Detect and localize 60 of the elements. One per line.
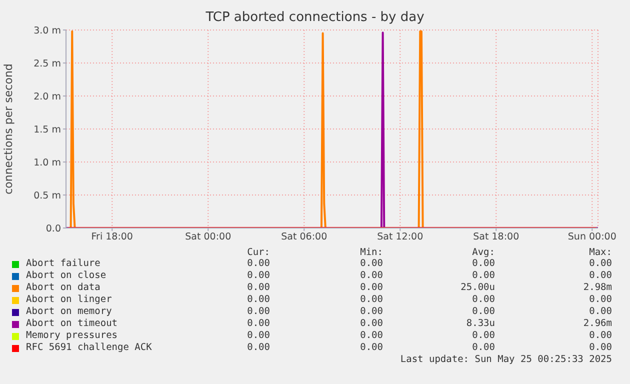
text: 0.00 — [247, 258, 270, 269]
text: 0.00 — [360, 306, 383, 317]
legend-label: Memory pressures — [26, 330, 118, 341]
text: 0.00 — [589, 342, 612, 353]
legend-label: Abort failure — [26, 258, 100, 269]
text: 0.00 — [247, 330, 270, 341]
x-tick-label: Sat 18:00 — [473, 232, 520, 243]
text: 0.00 — [472, 258, 495, 269]
x-tick-label: Sat 06:00 — [281, 232, 328, 243]
text: 0.00 — [247, 342, 270, 353]
x-tick-label: Sat 12:00 — [377, 232, 424, 243]
text: 0.00 — [472, 306, 495, 317]
text: 0.00 — [360, 270, 383, 281]
text: 0.00 — [360, 342, 383, 353]
text: 0.00 — [360, 294, 383, 305]
legend-label: Abort on memory — [26, 306, 112, 317]
text: 0.00 — [472, 294, 495, 305]
text: 2.96m — [583, 318, 612, 329]
text: 0.00 — [589, 330, 612, 341]
y-tick-label: 0.0 — [46, 223, 61, 234]
text: Max: — [589, 247, 612, 258]
text: 0.00 — [247, 318, 270, 329]
text: 0.00 — [360, 318, 383, 329]
text: 25.00u — [460, 282, 495, 293]
y-tick-label: 2.5 m — [34, 58, 61, 70]
text: 0.00 — [589, 294, 612, 305]
text: 8.33u — [466, 318, 495, 329]
y-tick-label: 1.5 m — [34, 124, 61, 136]
text: Min: — [360, 247, 383, 258]
y-tick-label: 3.0 m — [34, 25, 61, 36]
legend-label: Abort on close — [26, 270, 106, 281]
text: Cur: — [247, 247, 270, 258]
text: 0.00 — [247, 270, 270, 281]
text: 0.00 — [472, 270, 495, 281]
text: 0.00 — [247, 294, 270, 305]
text: 0.00 — [360, 282, 383, 293]
y-tick-label: 0.5 m — [34, 190, 61, 202]
text: Avg: — [472, 247, 495, 258]
text: 0.00 — [589, 258, 612, 269]
text: 0.00 — [360, 258, 383, 269]
y-tick-label: 1.0 m — [34, 157, 61, 168]
y-tick-label: 2.0 m — [34, 91, 61, 102]
text: 0.00 — [589, 270, 612, 281]
text: 0.00 — [360, 330, 383, 341]
legend-label: Abort on linger — [26, 294, 112, 305]
text: 0.00 — [472, 330, 495, 341]
legend-label: RFC 5691 challenge ACK — [26, 342, 152, 353]
legend-label: Abort on timeout — [26, 318, 118, 329]
x-tick-label: Sat 00:00 — [185, 232, 232, 243]
text: 0.00 — [247, 282, 270, 293]
chart-title: TCP aborted connections - by day — [204, 10, 426, 25]
text: Last update: Sun May 25 00:25:33 2025 — [400, 354, 612, 365]
y-axis-title: connections per second — [2, 64, 15, 194]
x-tick-label: Fri 18:00 — [91, 232, 133, 243]
text: 0.00 — [247, 306, 270, 317]
x-tick-label: Sun 00:00 — [568, 232, 616, 243]
text: 0.00 — [472, 342, 495, 353]
text: 0.00 — [589, 306, 612, 317]
text: 2.98m — [583, 282, 612, 293]
legend-label: Abort on data — [26, 282, 100, 293]
